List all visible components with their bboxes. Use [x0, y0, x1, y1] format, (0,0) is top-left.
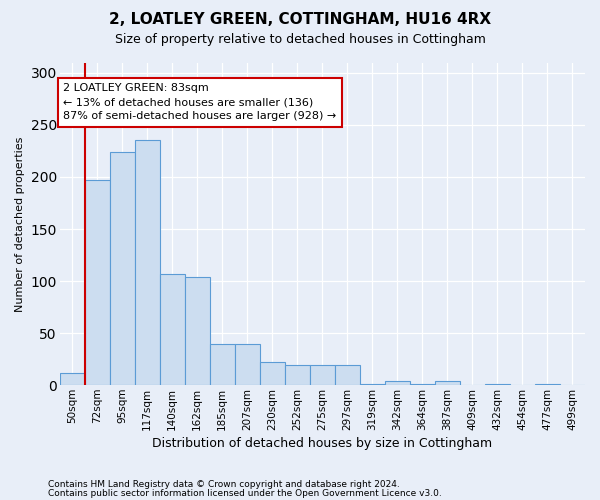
Bar [310, 366, 335, 385]
Bar [85, 180, 110, 385]
Bar [60, 372, 85, 385]
Y-axis label: Number of detached properties: Number of detached properties [15, 136, 25, 312]
Bar [160, 274, 185, 385]
Text: 2 LOATLEY GREEN: 83sqm
← 13% of detached houses are smaller (136)
87% of semi-de: 2 LOATLEY GREEN: 83sqm ← 13% of detached… [64, 84, 337, 122]
Bar [285, 366, 310, 385]
X-axis label: Distribution of detached houses by size in Cottingham: Distribution of detached houses by size … [152, 437, 493, 450]
Text: Contains public sector information licensed under the Open Government Licence v3: Contains public sector information licen… [48, 488, 442, 498]
Bar [385, 381, 410, 385]
Bar [235, 344, 260, 385]
Bar [260, 362, 285, 385]
Bar [135, 140, 160, 385]
Bar [535, 384, 560, 385]
Text: Size of property relative to detached houses in Cottingham: Size of property relative to detached ho… [115, 32, 485, 46]
Bar [360, 384, 385, 385]
Text: Contains HM Land Registry data © Crown copyright and database right 2024.: Contains HM Land Registry data © Crown c… [48, 480, 400, 489]
Bar [410, 384, 435, 385]
Bar [185, 277, 210, 385]
Text: 2, LOATLEY GREEN, COTTINGHAM, HU16 4RX: 2, LOATLEY GREEN, COTTINGHAM, HU16 4RX [109, 12, 491, 28]
Bar [335, 366, 360, 385]
Bar [485, 384, 510, 385]
Bar [110, 152, 135, 385]
Bar [210, 344, 235, 385]
Bar [435, 381, 460, 385]
